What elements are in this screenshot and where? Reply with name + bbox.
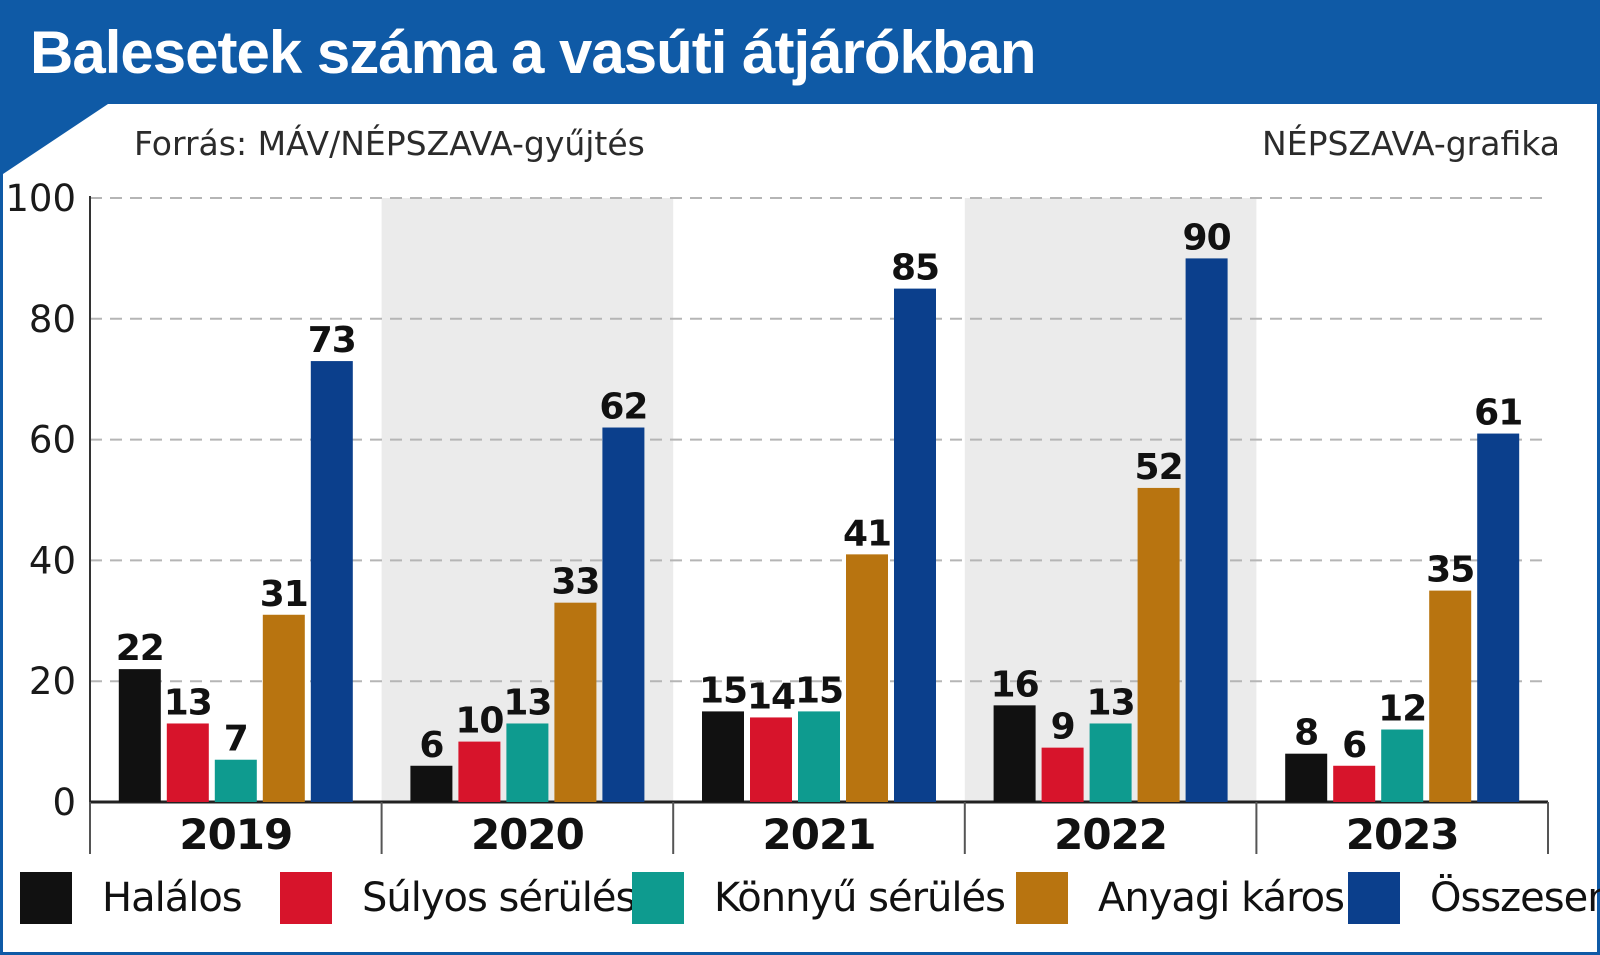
- data-label: 13: [503, 682, 551, 723]
- x-category-label: 2022: [1054, 810, 1167, 859]
- data-label: 12: [1378, 689, 1426, 730]
- data-label: 13: [1087, 682, 1135, 723]
- data-label: 61: [1474, 393, 1522, 434]
- bar: [846, 554, 888, 802]
- bar: [1429, 590, 1472, 802]
- data-label: 22: [116, 628, 164, 669]
- y-axis-ticks: 0 20 40 60 80 100: [5, 177, 76, 824]
- bar: [214, 759, 257, 802]
- legend-swatch: [1016, 872, 1068, 924]
- gridlines: [90, 197, 1548, 683]
- data-label: 35: [1426, 550, 1474, 591]
- data-label: 15: [699, 670, 747, 711]
- bar: [118, 669, 161, 802]
- chart-title: Balesetek száma a vasúti átjárókban: [30, 19, 1037, 86]
- bar: [993, 705, 1036, 802]
- graphic-credit: NÉPSZAVA-grafika: [1262, 124, 1560, 163]
- legend: Halálos Súlyos sérülés Könnyű sérülés Anyag…: [20, 872, 1600, 924]
- data-label: 13: [164, 682, 212, 723]
- data-label: 73: [308, 320, 356, 361]
- bar: [602, 427, 645, 802]
- x-axis-categories: 2019 2020 2021 2022 2023: [179, 810, 1459, 859]
- legend-swatch: [20, 872, 72, 924]
- x-category-label: 2021: [763, 810, 876, 859]
- legend-swatch: [1348, 872, 1400, 924]
- bar: [1333, 765, 1376, 802]
- data-label: 7: [224, 719, 248, 760]
- bar: [458, 741, 501, 802]
- legend-swatch: [632, 872, 684, 924]
- bar: [1381, 729, 1424, 802]
- bar: [1285, 753, 1328, 802]
- legend-swatch: [280, 872, 332, 924]
- bar: [702, 711, 744, 802]
- y-tick-label: 0: [52, 781, 76, 824]
- data-label: 6: [1342, 725, 1366, 766]
- data-label: 10: [455, 701, 503, 742]
- legend-label: Halálos: [102, 875, 242, 921]
- data-label: 8: [1294, 713, 1318, 754]
- data-label: 85: [891, 248, 939, 289]
- bar: [798, 711, 840, 802]
- y-tick-label: 20: [29, 660, 76, 703]
- bar: [1041, 747, 1084, 802]
- data-label: 31: [260, 574, 308, 615]
- data-label: 90: [1183, 217, 1231, 258]
- data-label: 14: [747, 676, 795, 717]
- source-note: Forrás: MÁV/NÉPSZAVA-gyűjtés: [134, 124, 645, 163]
- legend-label: Anyagi káros: [1098, 875, 1344, 921]
- data-label: 33: [551, 562, 599, 603]
- title-bar: Balesetek száma a vasúti átjárókban: [0, 0, 1600, 104]
- data-label: 16: [991, 664, 1039, 705]
- data-label: 9: [1051, 707, 1075, 748]
- legend-label: Összesen: [1430, 873, 1600, 921]
- data-label: 62: [599, 387, 647, 428]
- bar: [506, 723, 549, 802]
- bar: [554, 602, 597, 802]
- y-tick-label: 40: [29, 539, 76, 582]
- bar: [1185, 258, 1228, 802]
- data-label: 6: [419, 725, 443, 766]
- x-category-label: 2023: [1346, 810, 1459, 859]
- legend-label: Súlyos sérülés: [362, 875, 635, 921]
- bars: [118, 258, 1520, 803]
- x-category-label: 2020: [471, 810, 584, 859]
- legend-label: Könnyű sérülés: [714, 875, 1005, 921]
- data-label: 15: [795, 670, 843, 711]
- bar: [750, 717, 792, 802]
- bar: [1477, 433, 1520, 802]
- bar: [1089, 723, 1132, 802]
- y-tick-label: 100: [5, 177, 76, 220]
- y-tick-label: 60: [29, 419, 76, 462]
- bar: [166, 723, 209, 802]
- bar: [310, 361, 353, 802]
- bar: [262, 614, 305, 802]
- y-tick-label: 80: [29, 298, 76, 341]
- bar: [410, 765, 453, 802]
- title-corner-decoration: [0, 104, 108, 176]
- data-label: 41: [843, 513, 891, 554]
- x-category-label: 2019: [179, 810, 292, 859]
- bar: [894, 288, 936, 803]
- data-label: 52: [1135, 447, 1183, 488]
- bar: [1137, 487, 1180, 802]
